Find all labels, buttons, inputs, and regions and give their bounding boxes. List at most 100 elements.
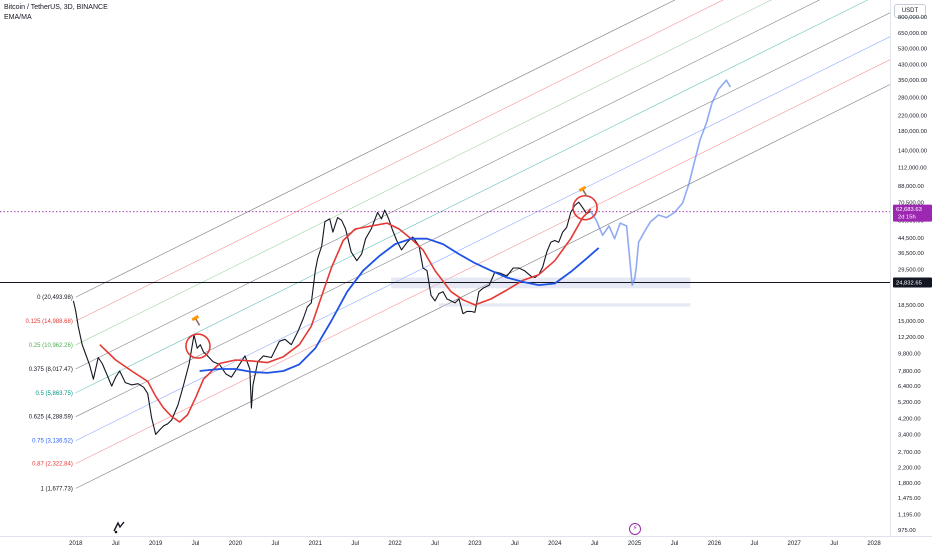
channel-line-0.87 <box>75 59 891 464</box>
y-tick-label: 70,500.00 <box>898 201 924 207</box>
channel-line-0 <box>75 0 676 298</box>
channel-line-0.625 <box>75 12 891 417</box>
channel-line-1 <box>75 84 891 489</box>
series-projection <box>590 79 732 286</box>
series-ema <box>99 208 592 423</box>
series-price <box>72 201 591 435</box>
hammer-handle <box>194 318 201 326</box>
price-axis[interactable]: 800,000.00 650,000.00 530,000.00 430,000.00… <box>898 15 927 534</box>
fib-label-0: 0 (20,493.98) <box>37 295 73 301</box>
x-tick-label: 2021 <box>309 541 323 547</box>
y-tick-label: 430,000.00 <box>898 63 927 69</box>
y-tick-label: 1,475.00 <box>898 496 921 502</box>
series-lines <box>72 79 732 435</box>
y-tick-label: 350,000.00 <box>898 78 927 84</box>
y-tick-label: 15,000.00 <box>898 319 924 325</box>
price-axis-border <box>890 0 891 536</box>
time-axis-border <box>0 536 932 537</box>
x-tick-label: Jul <box>351 541 359 547</box>
x-tick-label: Jul <box>272 541 280 547</box>
fib-label-0.375: 0.375 (8,017.47) <box>29 367 73 373</box>
price-badges: 62,683.63 2d 15h 24,832.65 <box>893 204 932 288</box>
horizontal-level-badge <box>893 277 932 288</box>
x-tick-label: 2023 <box>468 541 482 547</box>
y-tick-label: 800,000.00 <box>898 15 927 21</box>
x-tick-label: Jul <box>591 541 599 547</box>
y-tick-label: 1,800.00 <box>898 481 921 487</box>
x-tick-label: Jul <box>112 541 120 547</box>
channel-line-0.5 <box>75 0 869 394</box>
channel-line-0.375 <box>75 0 821 370</box>
support-zone-2 <box>439 303 691 307</box>
fib-label-1: 1 (1,677.73) <box>40 486 72 492</box>
y-tick-label: 36,500.00 <box>898 251 924 257</box>
y-tick-label: 88,000.00 <box>898 184 924 190</box>
countdown-label: 2d 15h <box>898 215 916 221</box>
x-tick-label: Jul <box>192 541 200 547</box>
x-tick-label: 2018 <box>69 541 83 547</box>
highlight-circle-1 <box>185 333 211 359</box>
y-tick-label: 975.00 <box>898 528 916 534</box>
fib-label-0.5: 0.5 (5,863.75) <box>35 391 72 397</box>
hammer-icon <box>191 314 201 326</box>
hammer-handle <box>581 188 588 197</box>
y-tick-label: 9,800.00 <box>898 352 921 358</box>
x-tick-label: 2026 <box>708 541 722 547</box>
x-tick-label: 2028 <box>867 541 881 547</box>
hammer-icon <box>578 185 588 197</box>
currency-selector[interactable]: USDT <box>894 4 926 18</box>
channel-line-0.25 <box>75 0 772 346</box>
series-ma <box>199 237 600 374</box>
y-tick-label: 650,000.00 <box>898 31 927 37</box>
time-axis[interactable]: 2018 Jul 2019 Jul 2020 Jul 2021 Jul 2022 Jul 2023 J… <box>69 541 881 547</box>
channel-line-0.125 <box>75 0 724 322</box>
y-tick-label: 180,000.00 <box>898 129 927 135</box>
y-tick-label: 44,500.00 <box>898 236 924 242</box>
y-tick-label: 112,000.00 <box>898 165 927 171</box>
y-tick-label: 2,700.00 <box>898 450 921 456</box>
y-tick-label: 2,200.00 <box>898 466 921 472</box>
annotations <box>185 185 598 359</box>
fib-labels: 0 (20,493.98) 0.125 (14,988.68) 0.25 (10,9… <box>25 295 72 492</box>
y-tick-label: 12,200.00 <box>898 335 924 341</box>
hammer-head <box>191 314 200 322</box>
fib-label-0.625: 0.625 (4,288.59) <box>29 415 73 421</box>
x-tick-label: Jul <box>750 541 758 547</box>
symbol-title[interactable]: Bitcoin / TetherUS, 3D, BINANCE <box>4 4 108 11</box>
hammer-head <box>578 185 587 192</box>
fib-label-0.87: 0.87 (2,322.84) <box>32 462 73 468</box>
x-tick-label: Jul <box>671 541 679 547</box>
lightning-event-icon[interactable]: ⚡ <box>629 523 641 535</box>
support-zones <box>391 277 691 307</box>
fib-label-0.75: 0.75 (3,136.52) <box>32 439 73 445</box>
fib-channel-lines <box>75 0 891 489</box>
indicator-label[interactable]: EMA/MA <box>4 14 32 21</box>
tradingview-logo-icon[interactable] <box>112 520 126 534</box>
highlight-circle-2 <box>572 194 598 221</box>
y-tick-label: 6,400.00 <box>898 384 921 390</box>
current-price-badge <box>893 204 932 222</box>
fib-label-0.125: 0.125 (14,988.68) <box>25 319 72 325</box>
x-tick-label: 2020 <box>229 541 243 547</box>
y-tick-label: 530,000.00 <box>898 47 927 53</box>
x-tick-label: 2019 <box>149 541 163 547</box>
y-tick-label: 4,200.00 <box>898 416 921 422</box>
x-tick-label: 2024 <box>548 541 562 547</box>
current-price-label: 62,683.63 <box>896 207 922 213</box>
y-tick-label: 5,200.00 <box>898 400 921 406</box>
x-tick-label: 2027 <box>788 541 802 547</box>
y-tick-label: 18,500.00 <box>898 303 924 309</box>
channel-line-0.75 <box>75 36 891 441</box>
y-tick-label: 7,800.00 <box>898 369 921 375</box>
y-tick-label: 3,400.00 <box>898 432 921 438</box>
y-tick-label: 280,000.00 <box>898 95 927 101</box>
y-tick-label: 1,195.00 <box>898 512 921 518</box>
horizontal-level-label: 24,832.65 <box>896 280 922 286</box>
x-tick-label: Jul <box>511 541 519 547</box>
y-tick-label: 29,500.00 <box>898 267 924 273</box>
y-tick-label: 140,000.00 <box>898 148 927 154</box>
fib-label-0.25: 0.25 (10,962.26) <box>29 343 73 349</box>
x-tick-label: 2025 <box>628 541 642 547</box>
x-tick-label: 2022 <box>388 541 402 547</box>
